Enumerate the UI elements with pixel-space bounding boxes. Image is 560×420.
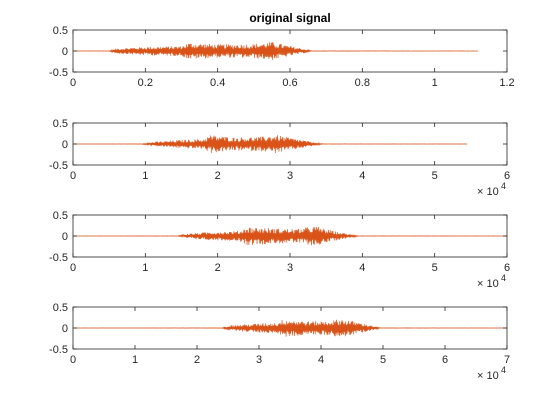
x-tick-label: 3	[287, 262, 293, 274]
x-tick-label: 5	[380, 354, 386, 366]
x-tick-label: 7	[504, 354, 510, 366]
x-tick-label: 4	[318, 354, 324, 366]
x-tick-label: 4	[359, 262, 365, 274]
x-tick-label: 1	[142, 170, 148, 182]
y-tick-label: -0.5	[49, 160, 68, 172]
y-tick-label: 0.5	[53, 25, 68, 37]
y-tick-label: 0	[62, 46, 68, 58]
x-tick-label: 0.8	[355, 77, 370, 89]
x-tick-label: 3	[287, 170, 293, 182]
y-tick-label: 0	[62, 231, 68, 243]
x-tick-label: 0	[70, 354, 76, 366]
y-tick-label: 0	[62, 323, 68, 335]
x-tick-label: 6	[442, 354, 448, 366]
x-exponent-label: × 10	[477, 370, 499, 382]
y-tick-label: 0.5	[53, 302, 68, 314]
x-tick-label: 3	[256, 354, 262, 366]
x-tick-label: 5	[432, 262, 438, 274]
x-tick-label: 2	[215, 170, 221, 182]
x-exponent-power: 4	[501, 181, 506, 191]
y-tick-label: 0.5	[53, 210, 68, 222]
x-tick-label: 6	[504, 262, 510, 274]
subplot-3: 0 1 2 3 4 5 6-0.500.5× 10 4	[49, 210, 510, 290]
x-tick-label: 6	[504, 170, 510, 182]
x-tick-label: 0	[70, 77, 76, 89]
signal-line	[72, 226, 508, 246]
x-exponent-label: × 10	[477, 186, 499, 198]
y-tick-label: 0.5	[53, 118, 68, 130]
x-tick-label: 0.6	[282, 77, 297, 89]
x-exponent-label: × 10	[477, 278, 499, 290]
signal-line	[72, 42, 479, 60]
subplot-2: 0 1 2 3 4 5 6-0.500.5× 10 4	[49, 118, 510, 198]
subplot-4: 0 1 2 3 4 5 6 7-0.500.5× 10 4	[49, 302, 510, 382]
x-tick-label: 1	[132, 354, 138, 366]
x-tick-label: 0.4	[210, 77, 225, 89]
signal-line	[72, 319, 508, 337]
x-tick-label: 1.2	[499, 77, 514, 89]
y-tick-label: -0.5	[49, 252, 68, 264]
x-tick-label: 0.2	[138, 77, 153, 89]
x-tick-label: 4	[359, 170, 365, 182]
x-tick-label: 2	[215, 262, 221, 274]
x-tick-label: 1	[432, 77, 438, 89]
signal-line	[72, 135, 468, 153]
chart-title: original signal	[249, 11, 330, 25]
x-tick-label: 1	[142, 262, 148, 274]
y-tick-label: 0	[62, 139, 68, 151]
x-tick-label: 0	[70, 170, 76, 182]
y-tick-label: -0.5	[49, 67, 68, 79]
x-tick-label: 2	[194, 354, 200, 366]
x-tick-label: 5	[432, 170, 438, 182]
y-tick-label: -0.5	[49, 344, 68, 356]
x-exponent-power: 4	[501, 273, 506, 283]
x-exponent-power: 4	[501, 365, 506, 375]
x-tick-label: 0	[70, 262, 76, 274]
